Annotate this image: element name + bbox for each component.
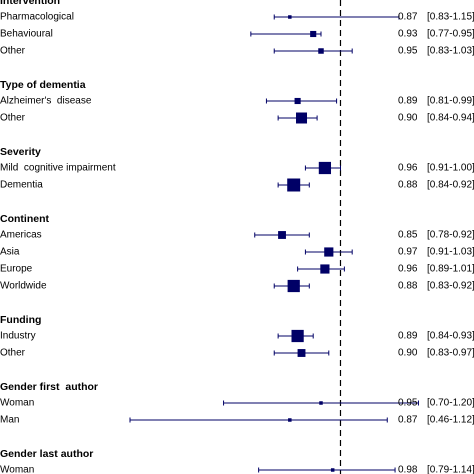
estimate-marker bbox=[330, 468, 335, 472]
ci-value: [0.83-0.92] bbox=[427, 281, 474, 292]
estimate-value: 0.93 bbox=[398, 29, 418, 40]
estimate-value: 0.95 bbox=[398, 46, 418, 57]
ci-value: [0.81-0.99] bbox=[427, 96, 474, 107]
group-heading: Type of dementia bbox=[0, 79, 86, 91]
ci-value: [0.83-1.03] bbox=[427, 46, 474, 57]
estimate-marker bbox=[288, 15, 292, 19]
row-label: Woman bbox=[0, 465, 34, 474]
row-label: Other bbox=[0, 46, 26, 57]
estimate-value: 0.98 bbox=[398, 465, 418, 474]
estimate-marker bbox=[291, 329, 304, 343]
ci-value: [0.46-1.12] bbox=[427, 415, 474, 426]
estimate-marker bbox=[278, 231, 286, 239]
estimate-marker bbox=[324, 247, 334, 257]
ci-value: [0.79-1.14] bbox=[427, 465, 474, 474]
estimate-marker bbox=[296, 112, 308, 124]
row-label: Other bbox=[0, 348, 26, 359]
estimate-marker bbox=[287, 178, 301, 192]
estimate-value: 0.87 bbox=[398, 12, 418, 23]
ci-whisker bbox=[129, 417, 388, 423]
estimate-value: 0.97 bbox=[398, 247, 418, 258]
ci-whisker bbox=[250, 31, 322, 37]
estimate-marker bbox=[320, 264, 330, 274]
ci-value: [0.83-1.15] bbox=[427, 12, 474, 23]
ci-whisker bbox=[258, 467, 396, 473]
row-label: Mild cognitive impairment bbox=[0, 163, 116, 174]
row-label: Alzheimer's disease bbox=[0, 96, 92, 107]
ci-whisker bbox=[273, 48, 353, 54]
ci-value: [0.78-0.92] bbox=[427, 230, 474, 241]
ci-value: [0.91-1.03] bbox=[427, 247, 474, 258]
estimate-value: 0.89 bbox=[398, 96, 418, 107]
estimate-value: 0.88 bbox=[398, 281, 418, 292]
estimate-marker bbox=[294, 97, 301, 105]
group-heading: Funding bbox=[0, 314, 41, 326]
estimate-value: 0.95 bbox=[398, 398, 418, 409]
ci-value: [0.84-0.94] bbox=[427, 113, 474, 124]
ci-whisker bbox=[273, 14, 400, 20]
row-label: Americas bbox=[0, 230, 42, 241]
ci-value: [0.84-0.92] bbox=[427, 180, 474, 191]
estimate-marker bbox=[288, 418, 292, 422]
row-label: Other bbox=[0, 113, 26, 124]
row-label: Pharmacological bbox=[0, 12, 74, 23]
ci-value: [0.84-0.93] bbox=[427, 331, 474, 342]
ci-value: [0.91-1.00] bbox=[427, 163, 474, 174]
row-label: Dementia bbox=[0, 180, 43, 191]
group-heading: Gender last author bbox=[0, 448, 93, 460]
estimate-marker bbox=[319, 401, 323, 405]
estimate-value: 0.88 bbox=[398, 180, 418, 191]
estimate-marker bbox=[310, 30, 317, 38]
estimate-value: 0.87 bbox=[398, 415, 418, 426]
ci-value: [0.89-1.01] bbox=[427, 264, 474, 275]
ci-value: [0.77-0.95] bbox=[427, 29, 474, 40]
estimate-value: 0.96 bbox=[398, 264, 418, 275]
estimate-marker bbox=[318, 161, 332, 175]
ci-whisker bbox=[265, 98, 338, 104]
row-label: Man bbox=[0, 415, 19, 426]
estimate-value: 0.89 bbox=[398, 331, 418, 342]
group-heading: Intervention bbox=[0, 0, 60, 7]
row-label: Europe bbox=[0, 264, 33, 275]
ci-value: [0.83-0.97] bbox=[427, 348, 474, 359]
estimate-value: 0.85 bbox=[398, 230, 418, 241]
estimate-value: 0.96 bbox=[398, 163, 418, 174]
row-label: Behavioural bbox=[0, 29, 53, 40]
group-heading: Severity bbox=[0, 146, 41, 158]
group-heading: Gender first author bbox=[0, 381, 98, 393]
row-label: Industry bbox=[0, 331, 36, 342]
estimate-marker bbox=[297, 349, 306, 357]
row-label: Woman bbox=[0, 398, 34, 409]
group-heading: Continent bbox=[0, 213, 49, 225]
ci-value: [0.70-1.20] bbox=[427, 398, 474, 409]
estimate-value: 0.90 bbox=[398, 348, 418, 359]
estimate-marker bbox=[318, 48, 324, 54]
row-label: Asia bbox=[0, 247, 20, 258]
row-label: Worldwide bbox=[0, 281, 47, 292]
estimate-value: 0.90 bbox=[398, 113, 418, 124]
estimate-marker bbox=[287, 279, 300, 293]
